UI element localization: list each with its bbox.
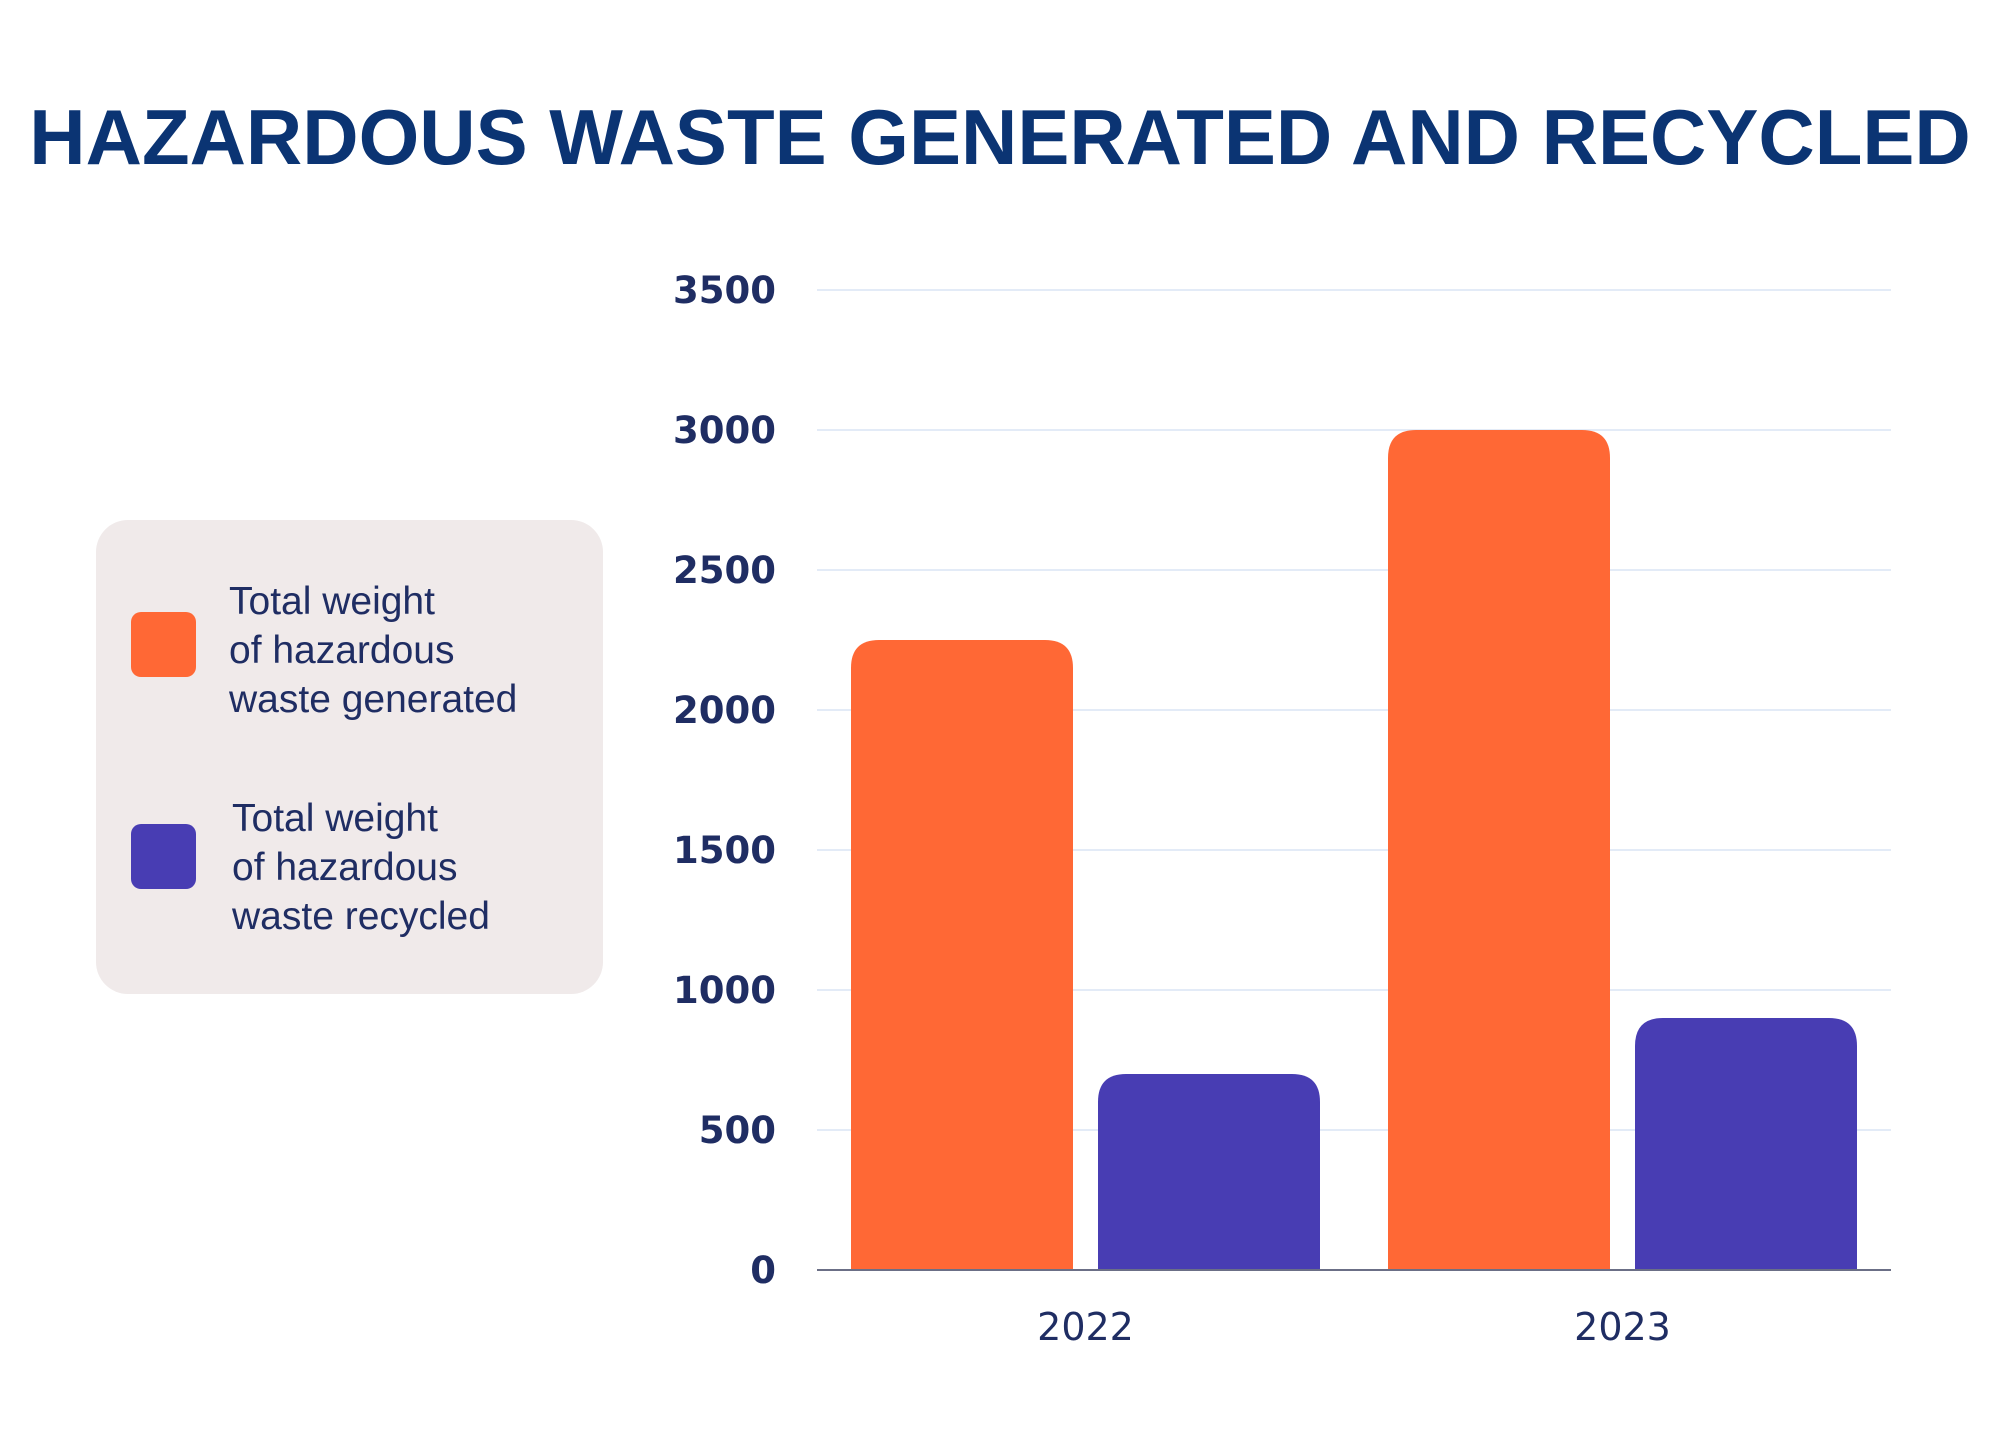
y-tick-label: 500 [699,1109,776,1152]
legend-line: waste recycled [232,895,490,938]
x-tick-label: 2023 [1574,1305,1671,1349]
bar-2023-recycled [1635,1018,1857,1270]
y-tick-label: 1000 [673,969,776,1012]
x-tick-label: 2022 [1037,1305,1134,1349]
legend-label-recycled: Total weight of hazardous waste recycled [232,794,490,941]
y-tick-label: 3000 [673,409,776,452]
chart-title: HAZARDOUS WASTE GENERATED AND RECYCLED [29,93,1971,181]
y-tick-label: 3500 [673,269,776,312]
bar-2022-generated [851,640,1073,1270]
y-tick-label: 2500 [673,549,776,592]
bar-2022-recycled [1098,1074,1320,1270]
legend-line: of hazardous [229,629,455,672]
legend-line: waste generated [229,678,518,721]
y-tick-label: 2000 [673,689,776,732]
legend-line: Total weight [229,580,435,623]
y-tick-label: 0 [750,1249,776,1292]
legend: Total weight of hazardous waste generate… [96,520,603,994]
y-tick-label: 1500 [673,829,776,872]
legend-label-generated: Total weight of hazardous waste generate… [229,577,517,724]
legend-line: of hazardous [232,846,458,889]
legend-swatch-generated [131,612,196,677]
legend-swatch-recycled [131,824,196,889]
bar-2023-generated [1388,430,1610,1270]
legend-line: Total weight [232,797,438,840]
